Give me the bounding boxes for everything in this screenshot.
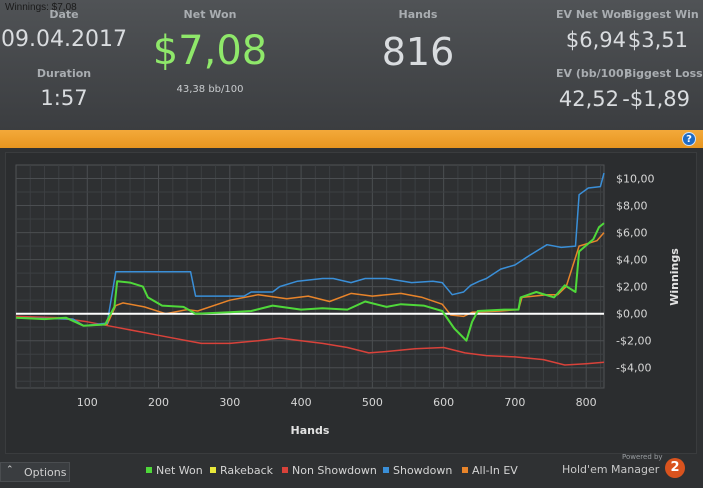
biggest-win-value: $3,51 xyxy=(627,28,688,52)
winnings-chart: 100 200 300 400 500 600 700 800 -$4,00 -$2,00 $0,0… xyxy=(15,164,681,437)
winnings-bar xyxy=(0,130,703,148)
y-tick-label: $10,00 xyxy=(616,173,655,186)
x-tick-label: 800 xyxy=(576,396,597,409)
legend-net-won[interactable]: Net Won xyxy=(146,464,203,477)
x-tick-label: 500 xyxy=(362,396,383,409)
options-button[interactable]: ⌃ Options xyxy=(0,462,70,482)
stats-header xyxy=(0,0,703,130)
legend-label: All-In EV xyxy=(472,464,518,477)
y-tick-label: -$2,00 xyxy=(616,335,651,348)
series-line-net-won xyxy=(15,222,605,342)
legend-label: Showdown xyxy=(393,464,453,477)
duration-value: 1:57 xyxy=(40,86,88,110)
hm2-logo-icon: 2 xyxy=(665,458,685,478)
legend-swatch-icon xyxy=(462,467,468,473)
winnings-bar-text: Winnings: $7,08 xyxy=(5,2,77,13)
x-axis-label: Hands xyxy=(291,424,330,437)
legend-swatch-icon xyxy=(383,467,389,473)
series-line-showdown xyxy=(15,172,605,327)
legend-swatch-icon xyxy=(146,467,152,473)
x-tick-label: 700 xyxy=(504,396,525,409)
duration-label: Duration xyxy=(36,67,92,80)
x-tick-label: 600 xyxy=(433,396,454,409)
plot-area xyxy=(15,164,605,389)
powered-by-text: Powered by xyxy=(622,453,663,461)
ev-bb-label: EV (bb/100) xyxy=(556,67,629,80)
x-tick-label: 400 xyxy=(291,396,312,409)
legend-label: Net Won xyxy=(156,464,203,477)
ev-net-won-label: EV Net Won xyxy=(556,8,629,21)
legend-swatch-icon xyxy=(210,467,216,473)
net-won-label: Net Won xyxy=(183,8,237,21)
ev-net-won-value: $6,94 xyxy=(565,28,626,52)
date-value: 09.04.2017 xyxy=(1,27,127,52)
y-tick-label: -$4,00 xyxy=(616,362,651,375)
legend-label: Rakeback xyxy=(220,464,274,477)
legend-swatch-icon xyxy=(282,467,288,473)
biggest-loss-label: Biggest Loss xyxy=(624,67,703,80)
biggest-loss-value: -$1,89 xyxy=(622,87,690,111)
legend-all-in-ev[interactable]: All-In EV xyxy=(462,464,518,477)
y-tick-label: $2,00 xyxy=(616,281,648,294)
legend-label: Non Showdown xyxy=(292,464,377,477)
y-tick-label: $6,00 xyxy=(616,227,648,240)
y-axis-label: Winnings xyxy=(668,248,681,306)
chevron-up-icon: ⌃ xyxy=(6,465,14,475)
hands-label: Hands xyxy=(398,8,438,21)
x-tick-label: 100 xyxy=(77,396,98,409)
date-label: Date xyxy=(49,8,79,21)
help-icon[interactable]: ? xyxy=(682,132,696,146)
brand-name: Hold'em Manager xyxy=(562,463,660,476)
legend-rakeback[interactable]: Rakeback xyxy=(210,464,273,477)
y-tick-label: $4,00 xyxy=(616,254,648,267)
series-line-all-in-ev xyxy=(15,232,605,327)
series-line-non-showdown xyxy=(15,315,605,366)
x-tick-label: 300 xyxy=(219,396,240,409)
y-tick-label: $8,00 xyxy=(616,200,648,213)
options-label: Options xyxy=(24,466,67,479)
legend-showdown[interactable]: Showdown xyxy=(383,464,452,477)
bb-per-100: 43,38 bb/100 xyxy=(176,84,244,95)
ev-bb-value: 42,52 xyxy=(558,87,619,111)
y-tick-label: $0,00 xyxy=(616,308,648,321)
biggest-win-label: Biggest Win xyxy=(624,8,699,21)
net-won-value: $7,08 xyxy=(152,28,268,74)
legend-non-showdown[interactable]: Non Showdown xyxy=(282,464,377,477)
x-tick-label: 200 xyxy=(148,396,169,409)
hands-value: 816 xyxy=(381,30,455,74)
